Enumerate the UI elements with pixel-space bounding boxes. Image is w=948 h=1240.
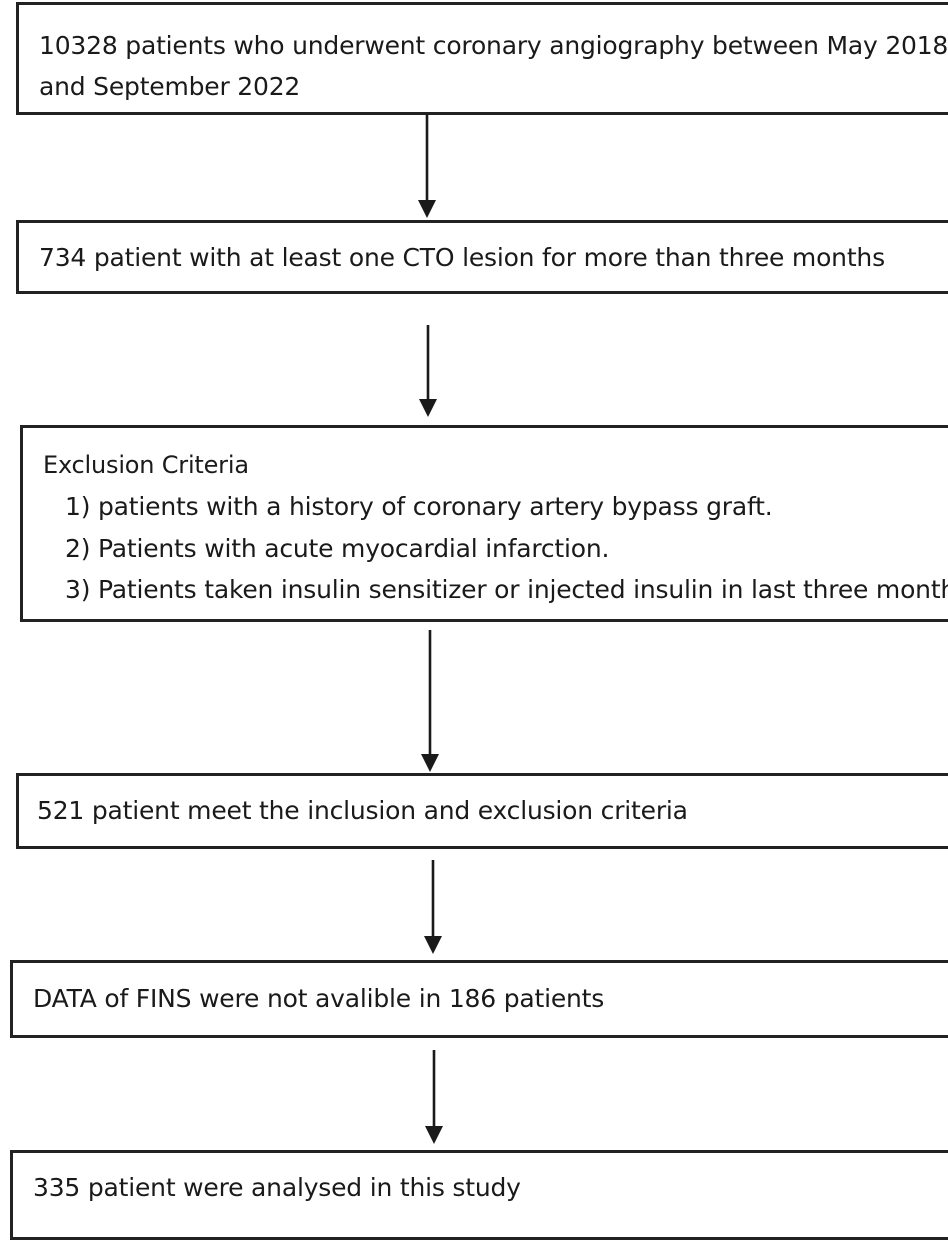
box-coronary-angiography: 10328 patients who underwent coronary an… — [16, 2, 948, 115]
box-2-text: 734 patient with at least one CTO lesion… — [39, 243, 885, 272]
box-analysed-patients: 335 patient were analysed in this study — [10, 1150, 948, 1240]
box-6-text: 335 patient were analysed in this study — [33, 1173, 521, 1202]
arrow-down-icon — [424, 860, 442, 954]
arrow-down-icon — [418, 114, 436, 218]
exclusion-criteria-item-3: 3) Patients taken insulin sensitizer or … — [65, 575, 948, 604]
box-fins-unavailable: DATA of FINS were not avalible in 186 pa… — [10, 960, 948, 1038]
box-4-text: 521 patient meet the inclusion and exclu… — [37, 796, 688, 825]
arrow-down-icon — [421, 630, 439, 772]
arrow-down-icon — [419, 325, 437, 417]
exclusion-criteria-item-1: 1) patients with a history of coronary a… — [65, 492, 773, 521]
box-cto-lesion: 734 patient with at least one CTO lesion… — [16, 220, 948, 294]
box-inclusion-exclusion: 521 patient meet the inclusion and exclu… — [16, 773, 948, 849]
box-exclusion-criteria: Exclusion Criteria 1) patients with a hi… — [20, 425, 948, 622]
exclusion-criteria-heading: Exclusion Criteria — [43, 451, 249, 479]
box-1-line-2: and September 2022 — [39, 72, 301, 101]
exclusion-criteria-item-2: 2) Patients with acute myocardial infarc… — [65, 534, 610, 563]
arrow-down-icon — [425, 1050, 443, 1144]
box-5-text: DATA of FINS were not avalible in 186 pa… — [33, 984, 605, 1013]
box-1-line-1: 10328 patients who underwent coronary an… — [39, 31, 948, 60]
